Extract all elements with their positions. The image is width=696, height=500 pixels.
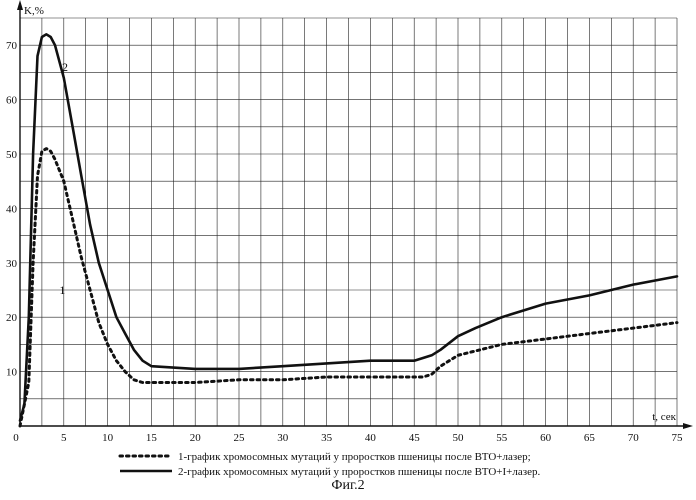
x-tick-label: 10	[102, 432, 114, 444]
x-tick-label: 5	[61, 432, 67, 444]
legend: 1-график хромосомных мутаций у проростко…	[120, 451, 540, 478]
x-tick-label: 35	[321, 432, 333, 444]
x-tick-label: 60	[540, 432, 552, 444]
y-tick-label: 60	[6, 95, 18, 107]
y-tick-labels: 10 20 30 40 50 60 70	[6, 40, 18, 378]
y-tick-label: 70	[6, 40, 18, 52]
figure: 0 5 10 15 20 25 30 35 40 45 50 55 60 65 70 75 10 20 30 40 5…	[0, 0, 696, 500]
legend-entry-2: 2-график хромосомных мутаций у проростко…	[178, 466, 540, 478]
curve-label-1: 1	[59, 283, 65, 297]
x-tick-label: 45	[409, 432, 421, 444]
x-tick-label: 30	[277, 432, 289, 444]
y-tick-label: 30	[6, 258, 18, 270]
x-axis-label: t, сек	[652, 411, 676, 423]
curve-label-2: 2	[62, 60, 68, 74]
grid	[20, 18, 677, 426]
y-tick-label: 50	[6, 149, 18, 161]
x-tick-labels: 0 5 10 15 20 25 30 35 40 45 50 55 60 65 70 75	[13, 432, 683, 444]
y-tick-label: 40	[6, 203, 18, 215]
x-tick-label: 65	[584, 432, 596, 444]
axes	[17, 0, 693, 429]
y-tick-label: 10	[6, 367, 18, 379]
x-tick-label: 0	[13, 432, 19, 444]
x-tick-label: 50	[453, 432, 465, 444]
x-tick-label: 40	[365, 432, 377, 444]
x-tick-label: 55	[496, 432, 508, 444]
legend-entry-1: 1-график хромосомных мутаций у проростко…	[178, 451, 531, 463]
x-axis-arrow	[683, 423, 693, 429]
y-axis-label: K,%	[24, 5, 44, 17]
y-axis-arrow	[17, 0, 23, 10]
x-tick-label: 20	[190, 432, 202, 444]
x-tick-label: 15	[146, 432, 158, 444]
x-tick-label: 70	[628, 432, 640, 444]
figure-caption: Фиг.2	[0, 478, 696, 494]
chart: 0 5 10 15 20 25 30 35 40 45 50 55 60 65 70 75 10 20 30 40 5…	[0, 0, 696, 480]
x-tick-label: 75	[672, 432, 684, 444]
x-tick-label: 25	[234, 432, 246, 444]
y-tick-label: 20	[6, 312, 18, 324]
